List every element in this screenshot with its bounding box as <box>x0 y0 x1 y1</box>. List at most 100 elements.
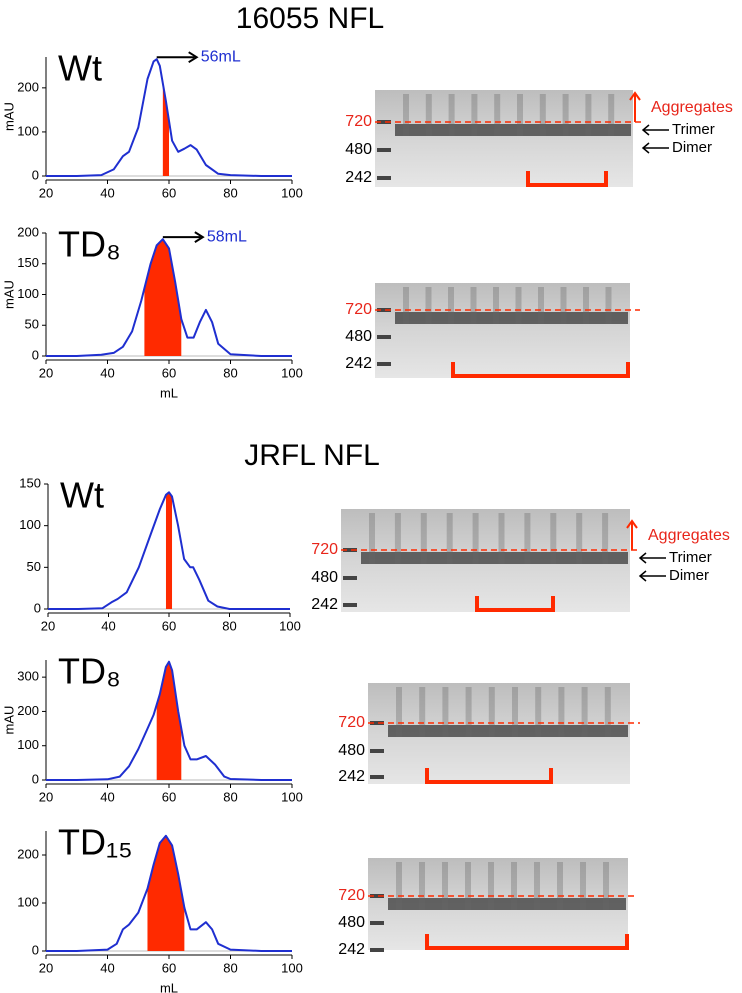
ladder-band <box>377 148 391 152</box>
ladder-band <box>343 603 357 607</box>
gel-band <box>395 124 631 136</box>
panel-label: TD₈ <box>58 651 121 692</box>
gel-lane-smear <box>608 94 615 136</box>
gel-lane-smear <box>425 94 432 136</box>
gel-lane-smear <box>465 687 472 737</box>
marker-label: 720 <box>338 714 365 731</box>
gel-lane-smear <box>585 94 592 136</box>
gel-lane-smear <box>498 513 505 564</box>
gel-lane-smear <box>583 287 589 324</box>
gel-lane-smear <box>471 94 478 136</box>
y-tick-label: 100 <box>17 286 39 301</box>
marker-label: 720 <box>345 113 372 130</box>
gel-annotation: Aggregates <box>651 99 733 116</box>
x-tick-label: 100 <box>281 185 303 200</box>
x-tick-label: 100 <box>281 365 303 380</box>
gel-lane-smear <box>442 862 448 910</box>
gel-lane-smear <box>576 513 583 564</box>
y-tick-label: 0 <box>32 771 39 786</box>
marker-label: 242 <box>338 941 365 958</box>
gel-lane-smear <box>517 94 523 136</box>
ladder-band <box>370 894 384 898</box>
gel-lane-smear <box>442 687 449 737</box>
gel-lane-smear <box>472 513 479 564</box>
gel-lane-smear <box>396 862 402 910</box>
ladder-band <box>370 948 384 952</box>
fraction-bracket <box>425 934 629 950</box>
panel-label: Wt <box>60 475 104 516</box>
gel-lane-smear <box>602 513 609 564</box>
gel-lane-smear <box>419 687 426 737</box>
gel-lane-smear <box>538 287 544 324</box>
ladder-band <box>343 576 357 580</box>
y-tick-label: 100 <box>17 894 39 909</box>
arrow-head <box>638 552 647 564</box>
x-tick-label: 80 <box>222 618 236 633</box>
y-tick-label: 100 <box>19 517 41 532</box>
x-tick-label: 60 <box>162 185 176 200</box>
y-tick-label: 200 <box>17 79 39 94</box>
section-title: 16055 NFL <box>236 2 384 35</box>
section-title: JRFL NFL <box>244 439 380 472</box>
gel-image <box>375 90 633 187</box>
gel-lane-smear <box>535 687 542 737</box>
arrow-head <box>629 91 641 101</box>
gel-lane-smear <box>448 94 455 136</box>
y-tick-label: 0 <box>32 167 39 182</box>
fraction-fill <box>162 83 169 176</box>
gel-lane-smear <box>512 687 518 737</box>
arrow-head <box>188 51 199 64</box>
y-tick-label: 50 <box>25 317 39 332</box>
arrow-head <box>638 570 647 582</box>
ladder-band <box>377 335 391 339</box>
gel-lane-smear <box>369 513 375 564</box>
arrow-head <box>641 142 650 154</box>
gel-lane-smear <box>581 687 588 737</box>
x-tick-label: 100 <box>281 789 303 804</box>
x-tick-label: 80 <box>223 185 237 200</box>
y-tick-label: 300 <box>17 669 39 684</box>
chromatogram-line <box>46 660 292 781</box>
y-tick-label: 200 <box>17 703 39 718</box>
x-tick-label: 40 <box>101 618 115 633</box>
x-tick-label: 60 <box>162 365 176 380</box>
x-tick-label: 60 <box>162 960 176 975</box>
ladder-band <box>343 548 357 552</box>
y-tick-label: 50 <box>27 559 41 574</box>
gel-lane-smear <box>394 513 401 564</box>
x-tick-label: 60 <box>162 789 176 804</box>
x-tick-label: 80 <box>223 365 237 380</box>
gel-lane-smear <box>420 513 427 564</box>
chromatogram-line <box>46 834 292 952</box>
gel-annotation: Trimer <box>669 549 712 566</box>
gel-lane-smear <box>396 687 402 737</box>
x-tick-label: 20 <box>39 185 53 200</box>
gel-lane-smear <box>493 287 499 324</box>
x-tick-label: 40 <box>100 365 114 380</box>
arrow-head <box>641 124 650 136</box>
x-tick-label: 100 <box>281 960 303 975</box>
arrow-head <box>626 519 638 529</box>
x-tick-label: 40 <box>100 960 114 975</box>
ladder-band <box>377 176 391 180</box>
marker-label: 480 <box>338 742 365 759</box>
gel-lane-smear <box>419 862 425 910</box>
chromatogram-line <box>48 491 290 610</box>
marker-label: 480 <box>345 328 372 345</box>
gel-band <box>361 552 628 564</box>
gel-lane-smear <box>604 687 611 737</box>
fraction-fill <box>165 492 173 609</box>
marker-label: 242 <box>311 596 338 613</box>
marker-label: 242 <box>345 169 372 186</box>
gel-lane-smear <box>425 287 432 324</box>
marker-label: 720 <box>345 301 372 318</box>
marker-label: 480 <box>338 914 365 931</box>
gel-lane-smear <box>603 862 609 910</box>
y-tick-label: 150 <box>17 255 39 270</box>
gel-lane-smear <box>562 94 569 136</box>
gel-band <box>388 725 628 737</box>
fraction-fill <box>147 835 185 951</box>
fraction-bracket <box>475 596 555 612</box>
x-tick-label: 40 <box>100 185 114 200</box>
gel-lane-smear <box>560 287 567 324</box>
